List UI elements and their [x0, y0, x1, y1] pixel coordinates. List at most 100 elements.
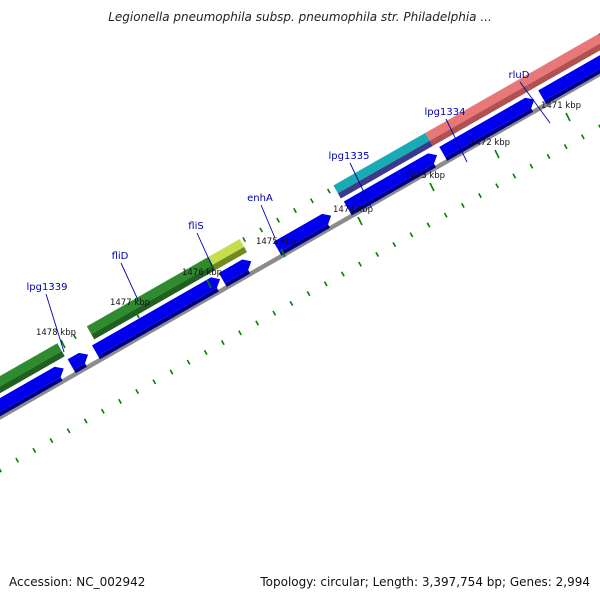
inner-track-dot: [512, 173, 517, 179]
feature-block-fliS: [208, 239, 245, 265]
inner-track-dot: [563, 144, 568, 150]
inner-track-dot: [220, 340, 225, 346]
kbp-tick-mark: [206, 279, 212, 289]
kbp-tick-mark: [357, 216, 363, 226]
gene-label-rluD: rluD: [509, 70, 530, 81]
inner-track-dot: [392, 242, 397, 248]
feature-block-rluD-shade: [527, 43, 600, 91]
inner-track-dot: [306, 291, 311, 297]
inner-track-dot: [100, 408, 105, 414]
gene-leader-line: [120, 262, 139, 301]
inner-track-dot: [203, 349, 208, 355]
map-title: Legionella pneumophila subsp. pneumophil…: [108, 10, 492, 24]
cds-arrow-shade: [544, 68, 600, 105]
feature-block-lpg1339-shade: [0, 351, 65, 394]
inner-track-dot: [358, 261, 362, 267]
inner-track-dot: [478, 193, 482, 199]
kbp-tick-mark: [565, 112, 571, 122]
gene-leader-line: [45, 293, 65, 353]
inner-track-dot: [409, 232, 414, 238]
cds-arrow-shade: [73, 363, 87, 374]
inner-track-dot: [460, 202, 465, 208]
outer-track-dot: [259, 227, 264, 233]
inner-track-dot: [443, 212, 448, 218]
inner-track-dot: [255, 320, 260, 326]
outer-track-dot: [293, 207, 297, 214]
inner-track-dot: [426, 222, 431, 228]
inner-track-dot: [580, 134, 585, 140]
kbp-tick-label: 1476 kbp: [182, 268, 222, 278]
cds-arrow: [67, 352, 89, 370]
inner-track-dot: [289, 300, 294, 306]
inner-track-dot: [340, 271, 345, 277]
cds-arrow: [0, 366, 64, 412]
outer-track-dot: [310, 198, 314, 204]
inner-track-dot: [83, 418, 88, 424]
cds-arrow: [273, 213, 332, 253]
gene-leader-line: [519, 81, 551, 124]
kbp-tick-label: 1475 kbp: [256, 237, 296, 247]
inner-track-dot: [375, 251, 380, 257]
cds-arrow-shade: [445, 108, 534, 161]
outer-track-dot: [242, 237, 247, 243]
kbp-tick-label: 1473 kbp: [405, 171, 445, 181]
inner-track-dot: [323, 281, 328, 287]
inner-track-dot: [169, 369, 174, 375]
inner-track-dot: [152, 379, 157, 385]
accession-text: Accession: NC_002942: [9, 575, 146, 589]
gene-leader-line: [349, 162, 372, 208]
gene-label-enhA: enhA: [247, 193, 273, 204]
feature-block-lpg1334-shade: [429, 85, 531, 146]
feature-block-fliS-shade: [212, 246, 248, 270]
backbone-track: [0, 71, 600, 420]
gene-label-lpg1334: lpg1334: [425, 107, 466, 118]
kbp-tick-mark: [429, 182, 435, 192]
feature-block-fliD-shade: [91, 264, 216, 340]
cds-arrow: [538, 55, 600, 101]
kbp-tick-mark: [60, 339, 66, 349]
kbp-tick-mark: [280, 248, 286, 258]
inner-track-dot: [238, 330, 242, 336]
feature-block-lpg1335-shade: [337, 140, 433, 199]
backbone-line: [0, 71, 600, 420]
inner-track-dot: [546, 153, 551, 159]
cds-track: [0, 55, 600, 417]
outer-track-dot: [72, 333, 77, 340]
cds-arrow: [218, 259, 252, 284]
gene-label-lpg1339: lpg1339: [27, 282, 68, 293]
inner-track-dot: [32, 447, 37, 453]
gene-labels: lpg1339 fliD fliS enhA lpg1335 lpg1334 rluD: [27, 70, 551, 353]
inner-track-dot: [186, 359, 191, 365]
kbp-tick-label: 1474 kbp: [333, 205, 373, 215]
inner-track-dot: [66, 428, 71, 434]
inner-dotted-track: [0, 124, 600, 473]
kbp-tick-label: 1472 kbp: [470, 138, 510, 148]
gene-leader-line: [445, 118, 468, 163]
inner-track-dot: [49, 438, 54, 444]
cds-arrow-shade: [0, 377, 63, 417]
cds-arrow: [343, 153, 438, 212]
feature-track: [0, 33, 600, 394]
kbp-ticks: 1478 kbp 1477 kbp 1476 kbp 1475 kbp 1474 kbp…: [36, 101, 581, 349]
kbp-tick-label: 1478 kbp: [36, 328, 76, 338]
feature-block-rluD: [522, 33, 600, 86]
gene-label-fliS: fliS: [188, 221, 203, 232]
outer-track-dot: [276, 217, 280, 223]
cds-arrow-shade: [279, 224, 331, 256]
cds-arrow-shade: [97, 287, 219, 360]
kbp-tick-label: 1477 kbp: [110, 298, 150, 308]
kbp-tick-label: 1471 kbp: [541, 101, 581, 111]
feature-block-lpg1334: [425, 77, 528, 141]
gene-label-fliD: fliD: [112, 251, 129, 262]
gene-leader-line: [196, 232, 213, 267]
feature-block-fliD: [86, 256, 213, 335]
outer-track-dot: [326, 188, 331, 194]
kbp-tick-mark: [134, 309, 140, 319]
cds-arrow-shade: [224, 269, 251, 287]
inner-track-dot: [135, 389, 140, 395]
gene-label-lpg1335: lpg1335: [329, 151, 370, 162]
genome-summary-text: Topology: circular; Length: 3,397,754 bp…: [260, 575, 590, 589]
inner-track-dot: [0, 468, 2, 473]
